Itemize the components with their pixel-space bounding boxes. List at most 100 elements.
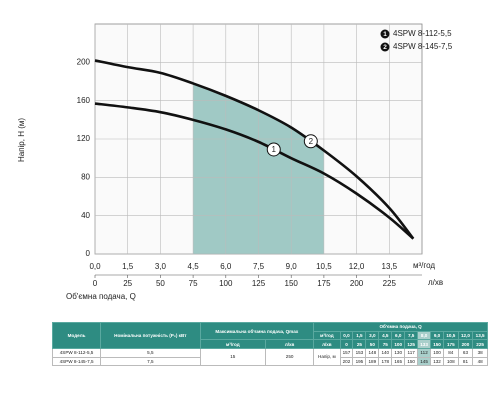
table-cell: 7,5 [100,356,201,367]
chart: Напір, Н (м) Об'ємна подача, Q м³/год л/… [17,23,453,301]
table-cell: 4,5 [378,330,393,341]
legend-marker-label: 1 [383,31,387,38]
table-cell: 195 [352,356,367,367]
x-tick-label: 4,5 [188,262,200,271]
table-cell: 178 [378,356,393,367]
table-cell: 50 [365,339,380,349]
x2-tick-label: 25 [123,279,132,288]
curve-marker-label: 1 [272,145,277,154]
curve [94,59,415,240]
x-tick-label: 7,5 [253,262,265,271]
curve-marker [266,142,281,157]
table-cell: 250 [264,347,315,367]
y-tick-label: 0 [86,249,91,258]
table-cell: Напір, м [313,347,341,367]
y-axis-label: Напір, Н (м) [17,118,26,162]
table-cell: Модель [51,322,102,349]
table-cell: л/хв [313,339,341,349]
table-cell: 157 [339,347,354,358]
x2-tick-label: 100 [219,279,233,288]
table-cell: 63 [457,347,474,358]
x2-tick-label: 50 [156,279,165,288]
table-cell: 165 [391,356,406,367]
table-cell: м³/год [313,330,341,341]
table-cell: 48 [472,356,488,367]
table-cell: 125 [404,339,419,349]
table-cell: 130 [391,347,406,358]
table-cell: 140 [378,347,393,358]
x2-tick-label: 225 [383,279,397,288]
legend-marker-label: 2 [383,44,387,51]
x-tick-label: 13,5 [382,262,398,271]
x2-tick-label: 150 [285,279,299,288]
table-cell: 75 [378,339,393,349]
x-axis-label: Об'ємна подача, Q [66,292,136,301]
x2-tick-label: 175 [317,279,331,288]
x2-tick-label: 75 [189,279,198,288]
x-tick-label: 6,0 [220,262,232,271]
table-cell: 13,5 [472,330,488,341]
table-row: Модель Номінальна потужність (P₂) кВт Макс… [51,321,488,349]
table-cell: 225 [472,339,488,349]
x-tick-label: 3,0 [155,262,167,271]
table-cell: 4SPW 8-145-7,5 [51,356,102,367]
table-cell: 25 [352,339,367,349]
table-cell: 153 [352,347,367,358]
x2-tick-label: 200 [350,279,364,288]
table-cell: 9,0 [430,330,444,341]
x-unit: м³/год [413,261,435,270]
y-tick-label: 120 [77,134,91,143]
table-cell: 175 [443,339,459,349]
table-cell: 8,0 [417,330,432,341]
table-cell: 38 [472,347,488,358]
x-tick-label: 12,0 [349,262,365,271]
table-cell: 3,0 [365,330,380,341]
table-cell: 5,5 [100,347,201,358]
table-cell: л/хв [264,339,315,349]
table-cell: 4SPW 8-112-5,5 [51,347,102,358]
table-cell: м³/год [199,339,266,349]
data-table: Модель Номінальна потужність (P₂) кВт Макс… [51,321,488,367]
table-row: м³/год 0,0 1,5 3,0 4,5 6,0 7,5 8,0 9,0 10,5 12,0 13… [53,330,488,341]
table-cell: 150 [430,339,444,349]
legend-marker [380,29,390,39]
legend-marker [380,42,390,52]
x2-tick-label: 0 [93,279,98,288]
table-row: 4SPW 8-145-7,5 7,5 202 195 189 178 165 150 145 13… [51,356,488,367]
table-cell: 7,5 [404,330,419,341]
table-cell: 12,0 [457,330,474,341]
curve-marker [303,134,318,149]
table-cell: 10,5 [443,330,459,341]
table-cell: 145 [417,356,432,367]
table-cell: Максимальна об'ємна подача, Qmax [199,321,315,341]
y-tick-label: 80 [81,172,90,181]
table-cell: 1,5 [352,330,367,341]
table-cell: 132 [430,356,444,367]
table-row: м³/год л/хв л/хв 0 25 50 75 100 125 133 150 175 200 2… [53,339,488,349]
table-cell: Об'ємна подача, Q [313,322,488,332]
legend-label: 4SPW 8-145-7,5 [393,42,453,51]
x-tick-label: 9,0 [286,262,298,271]
table-cell: 117 [404,347,419,358]
x-tick-label: 0,0 [89,262,101,271]
curve-marker-label: 2 [309,137,314,146]
table-cell: 148 [365,347,380,358]
x2-tick-label: 125 [252,279,266,288]
y-tick-label: 200 [77,57,91,66]
x-tick-label: 10,5 [316,262,332,271]
table-cell: 0 [339,339,354,349]
table-cell: 202 [339,356,354,367]
y-tick-label: 160 [77,96,91,105]
table-cell: 6,0 [391,330,406,341]
table-cell: 150 [404,356,419,367]
table-cell: 100 [430,347,444,358]
table-cell: 112 [417,347,432,358]
table-cell: 84 [443,347,459,358]
x-tick-label: 1,5 [122,262,134,271]
legend-label: 4SPW 8-112-5,5 [393,29,452,38]
table-cell: 189 [365,356,380,367]
table-cell: 81 [457,356,474,367]
table-cell: 200 [457,339,474,349]
table-cell: 108 [443,356,459,367]
table-cell: 15 [199,347,266,367]
